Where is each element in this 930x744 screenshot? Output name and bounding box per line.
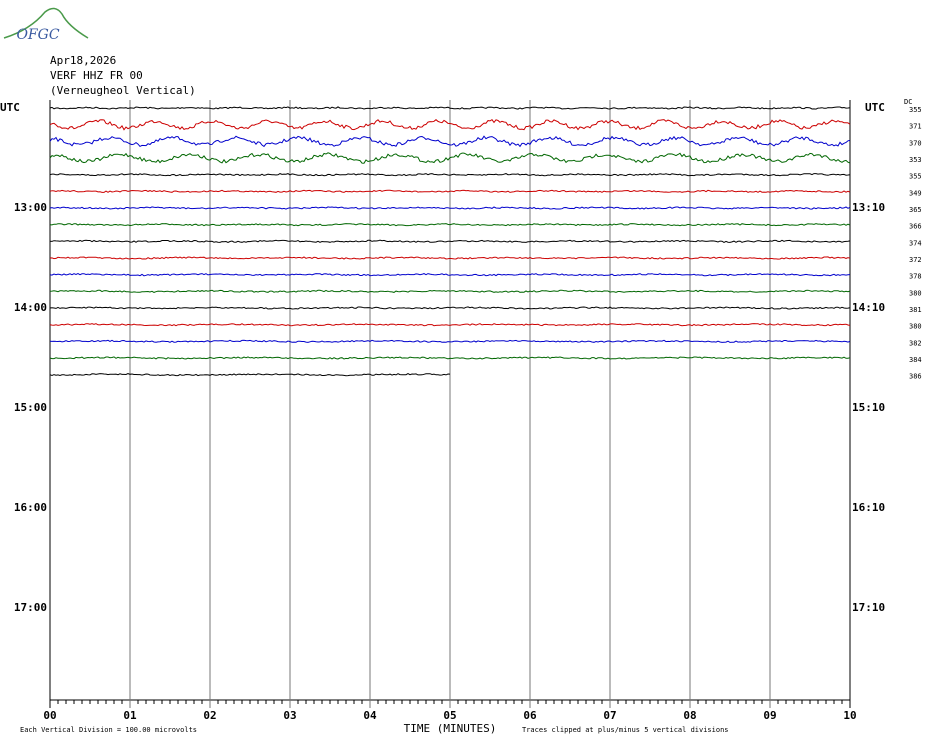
trace (49, 373, 451, 377)
dc-value: 349 (909, 189, 922, 197)
x-tick-label: 07 (603, 709, 616, 722)
dc-value: 355 (909, 173, 922, 181)
right-time-label: UTC (865, 101, 885, 114)
x-tick-label: 00 (43, 709, 56, 722)
dc-value: 380 (909, 323, 922, 331)
left-time-label: 15:00 (14, 401, 47, 414)
dc-value: 353 (909, 156, 922, 164)
trace (49, 239, 851, 243)
right-time-label: 15:10 (852, 401, 885, 414)
left-time-label: 17:00 (14, 601, 47, 614)
x-tick-label: 09 (763, 709, 776, 722)
trace (49, 189, 851, 193)
trace (49, 273, 851, 277)
dc-value: 366 (909, 223, 922, 231)
date: Apr18,2026 (50, 54, 116, 67)
trace (49, 323, 851, 327)
dc-value: 365 (909, 206, 922, 214)
x-tick-label: 03 (283, 709, 296, 722)
left-time-label: 13:00 (14, 201, 47, 214)
trace (49, 173, 851, 177)
x-tick-label: 10 (843, 709, 856, 722)
dc-value: 381 (909, 306, 922, 314)
dc-value: 382 (909, 339, 922, 347)
left-time-label: 14:00 (14, 301, 47, 314)
dc-value: 355 (909, 106, 922, 114)
trace (49, 106, 851, 110)
left-time-label: UTC (0, 101, 20, 114)
trace (49, 223, 851, 227)
x-tick-label: 04 (363, 709, 377, 722)
dc-value: 378 (909, 273, 922, 281)
logo-curve (3, 7, 89, 39)
trace (49, 256, 851, 260)
trace (49, 356, 851, 360)
note-left: Each Vertical Division = 100.00 microvol… (20, 726, 197, 734)
trace (49, 135, 851, 148)
trace (49, 289, 851, 293)
right-time-label: 17:10 (852, 601, 885, 614)
left-time-label: 16:00 (14, 501, 47, 514)
trace (49, 119, 851, 131)
dc-value: 370 (909, 139, 922, 147)
location: (Verneugheol Vertical) (50, 84, 196, 97)
trace (49, 152, 851, 164)
dc-value: 372 (909, 256, 922, 264)
trace (49, 339, 851, 343)
right-time-label: 13:10 (852, 201, 885, 214)
x-tick-label: 05 (443, 709, 456, 722)
dc-value: 384 (909, 356, 922, 364)
logo: OFGC (16, 27, 59, 43)
dc-value: 380 (909, 289, 922, 297)
x-axis-title: TIME (MINUTES) (404, 722, 497, 735)
x-tick-label: 08 (683, 709, 696, 722)
x-tick-label: 06 (523, 709, 537, 722)
x-tick-label: 01 (123, 709, 137, 722)
x-tick-label: 02 (203, 709, 216, 722)
trace (49, 206, 851, 210)
right-time-label: 14:10 (852, 301, 885, 314)
dc-value: 386 (909, 373, 922, 381)
note-right: Traces clipped at plus/minus 5 vertical … (522, 726, 729, 734)
dc-header: DC (904, 98, 912, 106)
trace (49, 306, 851, 310)
station: VERF HHZ FR 00 (50, 69, 143, 82)
right-time-label: 16:10 (852, 501, 885, 514)
dc-value: 371 (909, 123, 922, 131)
dc-value: 374 (909, 239, 922, 247)
